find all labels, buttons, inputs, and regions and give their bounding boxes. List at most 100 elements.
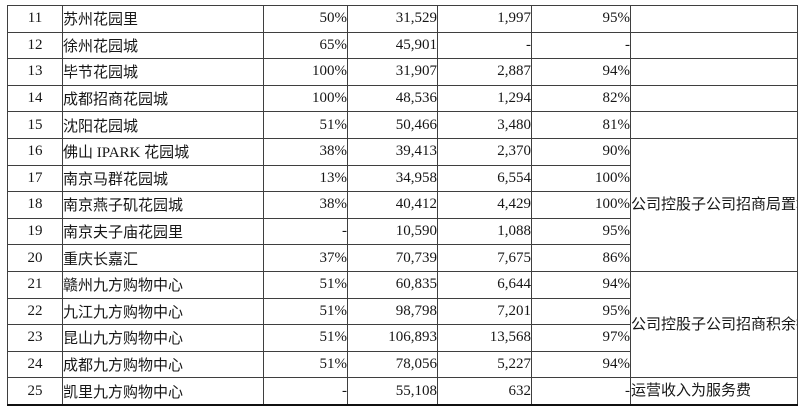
ownership-pct-cell: 51%: [263, 350, 348, 379]
row-number-cell: 22: [7, 297, 63, 326]
ownership-pct-cell: 100%: [263, 58, 348, 86]
property-name-cell: 毕节花园城: [62, 58, 264, 86]
table-row: 14 成都招商花园城 100% 48,536 1,294 82%: [7, 84, 798, 113]
occupancy-pct-cell: 82%: [531, 84, 631, 113]
area-value-cell: 70,739: [347, 244, 438, 272]
table-row: 19 南京夫子庙花园里 - 10,590 1,088 95%: [7, 217, 798, 246]
table-row: 15 沈阳花园城 51% 50,466 3,480 81%: [7, 111, 798, 139]
area-value-cell: 60,835: [347, 270, 438, 299]
table-row: 16 佛山 IPARK 花园城 38% 39,413 2,370 90% 公司控…: [7, 137, 798, 272]
value-cell: 1,294: [437, 84, 532, 113]
ownership-pct-cell: 51%: [263, 297, 348, 326]
occupancy-pct-cell: 100%: [531, 164, 631, 193]
row-number-cell: 14: [7, 84, 63, 113]
area-value-cell: 10,590: [347, 217, 438, 246]
area-value-cell: 31,529: [347, 5, 438, 33]
ownership-pct-cell: -: [263, 217, 348, 246]
note-cell-merged-zld: 公司控股子公司招商局置地持有: [630, 137, 798, 272]
table-row: 24 成都九方购物中心 51% 78,056 5,227 94%: [7, 350, 798, 379]
area-value-cell: 48,536: [347, 84, 438, 113]
occupancy-pct-cell: 94%: [531, 270, 631, 299]
row-number-cell: 13: [7, 58, 63, 86]
row-number-cell: 21: [7, 270, 63, 299]
note-cell-empty: [630, 31, 798, 60]
area-value-cell: 31,907: [347, 58, 438, 86]
property-name-cell: 佛山 IPARK 花园城: [62, 137, 264, 166]
ownership-pct-cell: 13%: [263, 164, 348, 193]
table-row: 18 南京燕子矶花园城 38% 40,412 4,429 100%: [7, 191, 798, 219]
value-cell: 2,887: [437, 58, 532, 86]
occupancy-pct-cell: 94%: [531, 58, 631, 86]
property-name-cell: 南京夫子庙花园里: [62, 217, 264, 246]
occupancy-pct-cell: 95%: [531, 297, 631, 326]
value-cell: 2,370: [437, 137, 532, 166]
value-cell: 13,568: [437, 324, 532, 352]
area-value-cell: 40,412: [347, 191, 438, 219]
row-number-cell: 11: [7, 5, 63, 33]
ownership-pct-cell: 51%: [263, 270, 348, 299]
occupancy-pct-cell: -: [531, 377, 631, 406]
table-row: 11 苏州花园里 50% 31,529 1,997 95%: [7, 5, 798, 33]
property-name-cell: 沈阳花园城: [62, 111, 264, 139]
table-row: 17 南京马群花园城 13% 34,958 6,554 100%: [7, 164, 798, 193]
property-name-cell: 南京燕子矶花园城: [62, 191, 264, 219]
property-name-cell: 苏州花园里: [62, 5, 264, 33]
note-cell-service: 运营收入为服务费: [630, 377, 798, 406]
ownership-pct-cell: -: [263, 377, 348, 406]
value-cell: 632: [437, 377, 532, 406]
value-cell: -: [437, 31, 532, 60]
area-value-cell: 55,108: [347, 377, 438, 406]
occupancy-pct-cell: 90%: [531, 137, 631, 166]
area-value-cell: 45,901: [347, 31, 438, 60]
note-cell-empty: [630, 111, 798, 139]
area-value-cell: 39,413: [347, 137, 438, 166]
ownership-pct-cell: 100%: [263, 84, 348, 113]
ownership-pct-cell: 51%: [263, 324, 348, 352]
property-name-cell: 赣州九方购物中心: [62, 270, 264, 299]
ownership-pct-cell: 50%: [263, 5, 348, 33]
ownership-pct-cell: 37%: [263, 244, 348, 272]
property-name-cell: 九江九方购物中心: [62, 297, 264, 326]
row-number-cell: 24: [7, 350, 63, 379]
occupancy-pct-cell: 97%: [531, 324, 631, 352]
property-name-cell: 成都招商花园城: [62, 84, 264, 113]
note-cell-empty: [630, 58, 798, 86]
table-row: 12 徐州花园城 65% 45,901 - -: [7, 31, 798, 60]
note-cell-empty: [630, 84, 798, 113]
row-number-cell: 23: [7, 324, 63, 352]
area-value-cell: 98,798: [347, 297, 438, 326]
ownership-pct-cell: 38%: [263, 137, 348, 166]
value-cell: 7,675: [437, 244, 532, 272]
row-number-cell: 20: [7, 244, 63, 272]
row-number-cell: 18: [7, 191, 63, 219]
property-name-cell: 昆山九方购物中心: [62, 324, 264, 352]
value-cell: 6,644: [437, 270, 532, 299]
area-value-cell: 34,958: [347, 164, 438, 193]
ownership-pct-cell: 51%: [263, 111, 348, 139]
value-cell: 7,201: [437, 297, 532, 326]
note-cell-empty: [630, 5, 798, 33]
value-cell: 3,480: [437, 111, 532, 139]
value-cell: 4,429: [437, 191, 532, 219]
property-name-cell: 成都九方购物中心: [62, 350, 264, 379]
occupancy-pct-cell: 100%: [531, 191, 631, 219]
value-cell: 1,997: [437, 5, 532, 33]
table-row: 13 毕节花园城 100% 31,907 2,887 94%: [7, 58, 798, 86]
value-cell: 1,088: [437, 217, 532, 246]
row-number-cell: 16: [7, 137, 63, 166]
area-value-cell: 106,893: [347, 324, 438, 352]
property-table: 11 苏州花园里 50% 31,529 1,997 95% 12 徐州花园城 6…: [7, 5, 798, 406]
occupancy-pct-cell: 95%: [531, 5, 631, 33]
value-cell: 5,227: [437, 350, 532, 379]
occupancy-pct-cell: 86%: [531, 244, 631, 272]
property-name-cell: 凯里九方购物中心: [62, 377, 264, 406]
property-name-cell: 南京马群花园城: [62, 164, 264, 193]
occupancy-pct-cell: 94%: [531, 350, 631, 379]
property-name-cell: 徐州花园城: [62, 31, 264, 60]
row-number-cell: 12: [7, 31, 63, 60]
area-value-cell: 78,056: [347, 350, 438, 379]
table-row: 21 赣州九方购物中心 51% 60,835 6,644 94% 公司控股子公司…: [7, 270, 798, 379]
occupancy-pct-cell: 95%: [531, 217, 631, 246]
value-cell: 6,554: [437, 164, 532, 193]
